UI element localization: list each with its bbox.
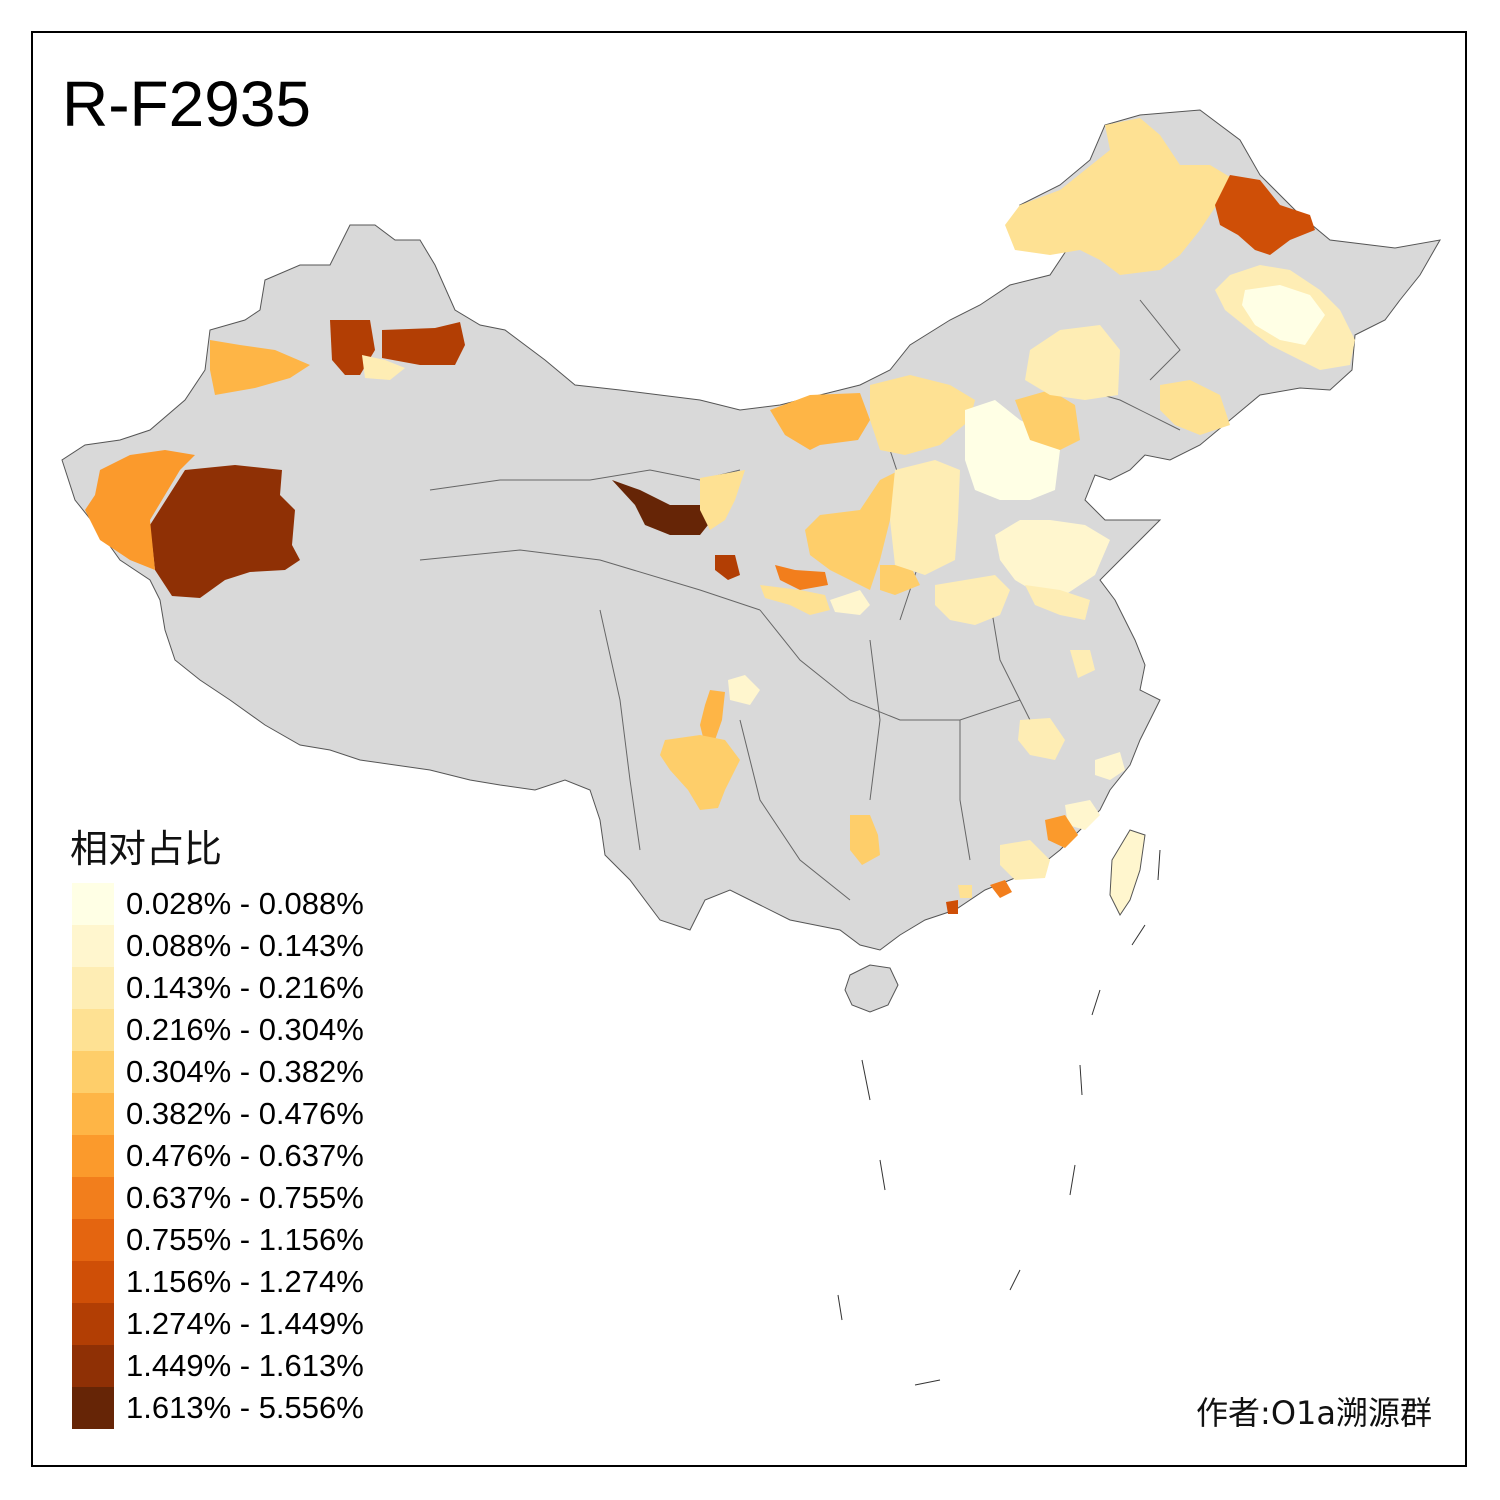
legend-swatch (72, 1009, 114, 1051)
legend-swatch (72, 1345, 114, 1387)
legend-item: 0.028% - 0.088% (72, 883, 364, 925)
region-altay (382, 322, 465, 365)
region-zhuhai (946, 900, 958, 914)
legend-swatch (72, 1387, 114, 1429)
region-jiangsu-north (1025, 585, 1090, 620)
region-henan (935, 575, 1010, 625)
map-title: R-F2935 (62, 68, 311, 140)
region-karamay (362, 355, 405, 380)
region-shantou (990, 880, 1012, 898)
legend-swatch (72, 1261, 114, 1303)
legend-label: 0.476% - 0.637% (126, 1138, 364, 1173)
region-hulunbuir (1005, 118, 1235, 275)
region-shanxi (890, 460, 960, 575)
legend-label: 0.637% - 0.755% (126, 1180, 364, 1215)
region-aba (700, 690, 725, 745)
region-zhejiang (1095, 752, 1125, 780)
region-shaanxi-mid (880, 565, 920, 595)
legend-item: 0.476% - 0.637% (72, 1135, 364, 1177)
legend-label: 1.156% - 1.274% (126, 1264, 364, 1299)
china-base-region (61, 109, 1441, 951)
region-tianshui (760, 585, 830, 615)
region-inner-mongolia-west (770, 393, 870, 450)
legend-item: 0.382% - 0.476% (72, 1093, 364, 1135)
legend-label: 0.382% - 0.476% (126, 1096, 364, 1131)
region-hanzhong (830, 590, 870, 615)
south-china-sea-islands (837, 849, 1161, 1386)
region-ordos (805, 470, 900, 590)
region-guangyuan (728, 675, 760, 705)
legend-swatch (72, 1219, 114, 1261)
region-ganzi (660, 735, 740, 810)
legend-label: 0.143% - 0.216% (126, 970, 364, 1005)
region-ili (210, 340, 310, 395)
legend-item: 0.755% - 1.156% (72, 1219, 364, 1261)
legend-item: 0.143% - 0.216% (72, 967, 364, 1009)
region-inner-mongolia-east (1025, 325, 1120, 400)
legend-item: 1.613% - 5.556% (72, 1387, 364, 1429)
region-harbin (1242, 285, 1325, 345)
region-haixi (612, 480, 712, 535)
region-fuzhou (1045, 815, 1078, 848)
legend-swatch (72, 1177, 114, 1219)
legend: 0.028% - 0.088% 0.088% - 0.143% 0.143% -… (72, 883, 364, 1429)
legend-item: 0.304% - 0.382% (72, 1051, 364, 1093)
region-liaoning (1160, 380, 1230, 435)
legend-swatch (72, 1303, 114, 1345)
region-heilongjiang-north (1215, 175, 1315, 255)
region-gansu-strip (700, 470, 745, 530)
region-baoji (775, 565, 828, 590)
map-frame (31, 31, 1467, 1467)
region-hebei (965, 400, 1060, 500)
legend-label: 0.216% - 0.304% (126, 1012, 364, 1047)
legend-swatch (72, 1051, 114, 1093)
legend-label: 0.755% - 1.156% (126, 1222, 364, 1257)
legend-swatch (72, 883, 114, 925)
legend-item: 0.637% - 0.755% (72, 1177, 364, 1219)
legend-item: 1.449% - 1.613% (72, 1345, 364, 1387)
hainan-region (844, 964, 899, 1013)
region-kizilsu (85, 450, 195, 570)
region-anhui (1018, 718, 1065, 760)
region-guangdong-east (1000, 840, 1050, 880)
legend-label: 0.088% - 0.143% (126, 928, 364, 963)
region-shandong (995, 520, 1110, 595)
author-credit: 作者:O1a溯源群 (1196, 1394, 1432, 1432)
legend-swatch (72, 925, 114, 967)
legend-label: 0.028% - 0.088% (126, 886, 364, 921)
region-hebei-north (870, 375, 975, 455)
legend-title: 相对占比 (70, 827, 223, 871)
region-kashgar (150, 465, 300, 598)
region-guangzhou (958, 885, 972, 898)
legend-swatch (72, 967, 114, 1009)
legend-item: 0.216% - 0.304% (72, 1009, 364, 1051)
region-fujian (1065, 800, 1100, 830)
legend-swatch (72, 1135, 114, 1177)
region-jiangxi (1070, 650, 1095, 678)
legend-label: 1.613% - 5.556% (126, 1390, 364, 1425)
legend-item: 1.274% - 1.449% (72, 1303, 364, 1345)
legend-item: 1.156% - 1.274% (72, 1261, 364, 1303)
legend-item: 0.088% - 0.143% (72, 925, 364, 967)
legend-label: 1.274% - 1.449% (126, 1306, 364, 1341)
region-xining (715, 555, 740, 580)
region-chengde (1015, 390, 1080, 450)
legend-label: 1.449% - 1.613% (126, 1348, 364, 1383)
legend-swatch (72, 1093, 114, 1135)
legend-label: 0.304% - 0.382% (126, 1054, 364, 1089)
region-guizhou (850, 815, 880, 865)
taiwan-region (1109, 829, 1146, 916)
